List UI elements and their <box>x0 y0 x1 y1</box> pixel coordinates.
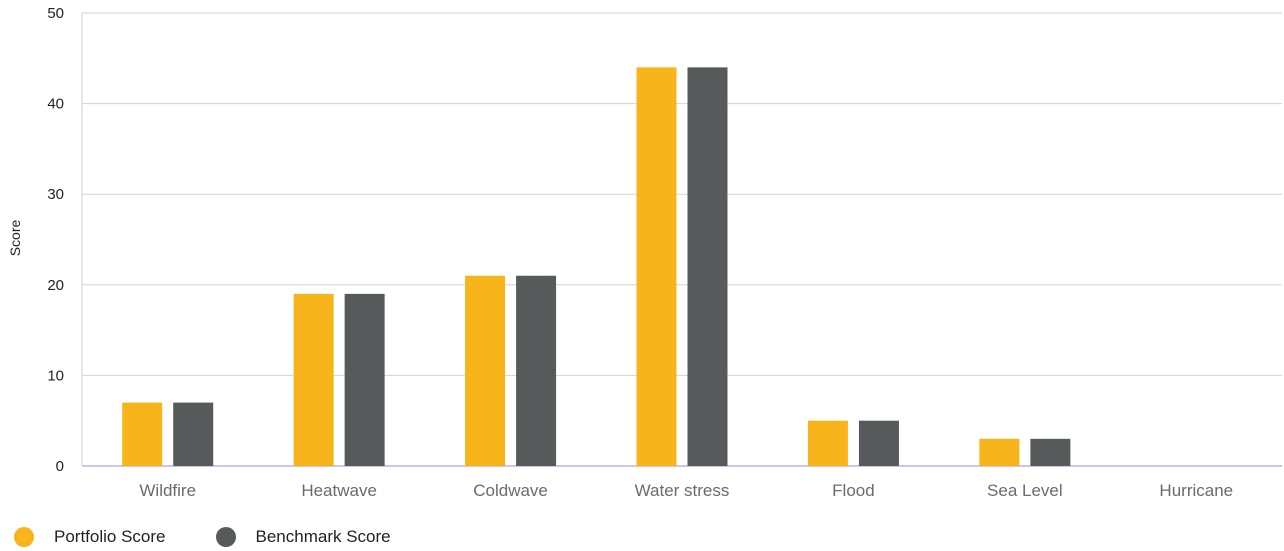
x-tick-label: Water stress <box>635 481 730 500</box>
bar-portfolio[interactable] <box>122 402 163 466</box>
x-tick-label: Wildfire <box>139 481 196 500</box>
bar-benchmark[interactable] <box>173 402 214 466</box>
bar-benchmark[interactable] <box>858 420 899 466</box>
y-tick-label: 40 <box>47 96 64 113</box>
y-tick-label: 30 <box>47 186 64 203</box>
legend-marker-portfolio <box>14 527 34 547</box>
bar-benchmark[interactable] <box>516 275 557 466</box>
y-tick-label: 10 <box>47 367 64 384</box>
legend-label-benchmark: Benchmark Score <box>255 527 391 546</box>
legend: Portfolio Score Benchmark Score <box>14 527 441 547</box>
y-axis-title: Score <box>7 220 23 257</box>
x-tick-label: Hurricane <box>1159 481 1233 500</box>
bar-benchmark[interactable] <box>344 293 385 466</box>
bar-benchmark[interactable] <box>687 67 728 467</box>
y-tick-label: 0 <box>56 458 64 475</box>
bar-portfolio[interactable] <box>979 438 1020 466</box>
bar-chart: 0 10 20 30 40 50 Wildfire Heatwave Coldwave Water… <box>7 5 1282 500</box>
bar-portfolio[interactable] <box>293 293 334 466</box>
axis-labels: 0 10 20 30 40 50 Wildfire Heatwave Coldwave Water… <box>47 5 1233 500</box>
bar-benchmark[interactable] <box>1030 438 1071 466</box>
x-tick-label: Sea Level <box>987 481 1063 500</box>
x-tick-label: Flood <box>832 481 875 500</box>
bars <box>122 67 1071 467</box>
x-tick-label: Coldwave <box>473 481 548 500</box>
bar-portfolio[interactable] <box>636 67 677 467</box>
y-tick-label: 20 <box>47 277 64 294</box>
x-tick-label: Heatwave <box>301 481 377 500</box>
bar-portfolio[interactable] <box>465 275 506 466</box>
legend-marker-benchmark <box>215 527 236 547</box>
gridlines <box>81 12 1282 467</box>
bar-portfolio[interactable] <box>807 420 848 466</box>
y-tick-label: 50 <box>47 5 64 22</box>
legend-label-portfolio: Portfolio Score <box>54 527 166 546</box>
legend-item-portfolio[interactable]: Portfolio Score <box>14 527 166 547</box>
legend-item-benchmark[interactable]: Benchmark Score <box>215 527 391 547</box>
